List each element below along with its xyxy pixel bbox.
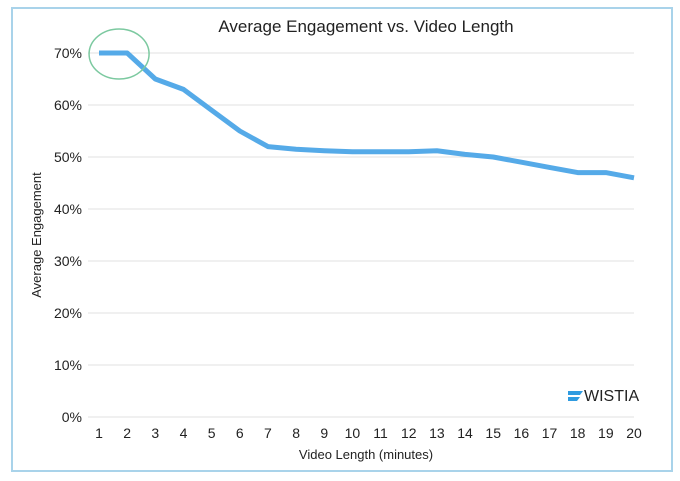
x-tick-label: 15 xyxy=(485,425,501,441)
x-tick-label: 19 xyxy=(598,425,614,441)
x-tick-label: 4 xyxy=(180,425,188,441)
x-tick-label: 7 xyxy=(264,425,272,441)
x-tick-label: 13 xyxy=(429,425,445,441)
y-tick-label: 50% xyxy=(54,149,82,165)
series-line xyxy=(99,50,635,181)
x-tick-label: 1 xyxy=(95,425,103,441)
x-tick-label: 8 xyxy=(292,425,300,441)
y-tick-label: 60% xyxy=(54,97,82,113)
x-tick-label: 12 xyxy=(401,425,417,441)
x-tick-label: 6 xyxy=(236,425,244,441)
chart-frame xyxy=(11,7,673,472)
x-axis-label: Video Length (minutes) xyxy=(299,447,433,462)
y-tick-label: 20% xyxy=(54,305,82,321)
x-tick-label: 11 xyxy=(373,425,388,441)
x-tick-label: 17 xyxy=(542,425,558,441)
y-tick-label: 70% xyxy=(54,45,82,61)
wistia-logo-icon xyxy=(568,391,583,401)
y-tick-label: 10% xyxy=(54,357,82,373)
x-tick-label: 5 xyxy=(208,425,216,441)
y-tick-label: 0% xyxy=(62,409,82,425)
x-tick-label: 20 xyxy=(626,425,642,441)
y-axis-label: Average Engagement xyxy=(29,172,44,298)
x-tick-label: 9 xyxy=(320,425,328,441)
highlight-circle xyxy=(88,28,150,80)
chart-title: Average Engagement vs. Video Length xyxy=(218,17,513,36)
x-tick-label: 10 xyxy=(345,425,361,441)
x-tick-label: 16 xyxy=(514,425,530,441)
y-tick-label: 30% xyxy=(54,253,82,269)
x-tick-label: 18 xyxy=(570,425,586,441)
x-tick-label: 3 xyxy=(151,425,159,441)
wistia-logo-text: WISTIA xyxy=(584,388,639,405)
y-tick-label: 40% xyxy=(54,201,82,217)
x-tick-label: 14 xyxy=(457,425,473,441)
x-tick-label: 2 xyxy=(123,425,131,441)
wistia-logo: WISTIA xyxy=(568,388,639,405)
